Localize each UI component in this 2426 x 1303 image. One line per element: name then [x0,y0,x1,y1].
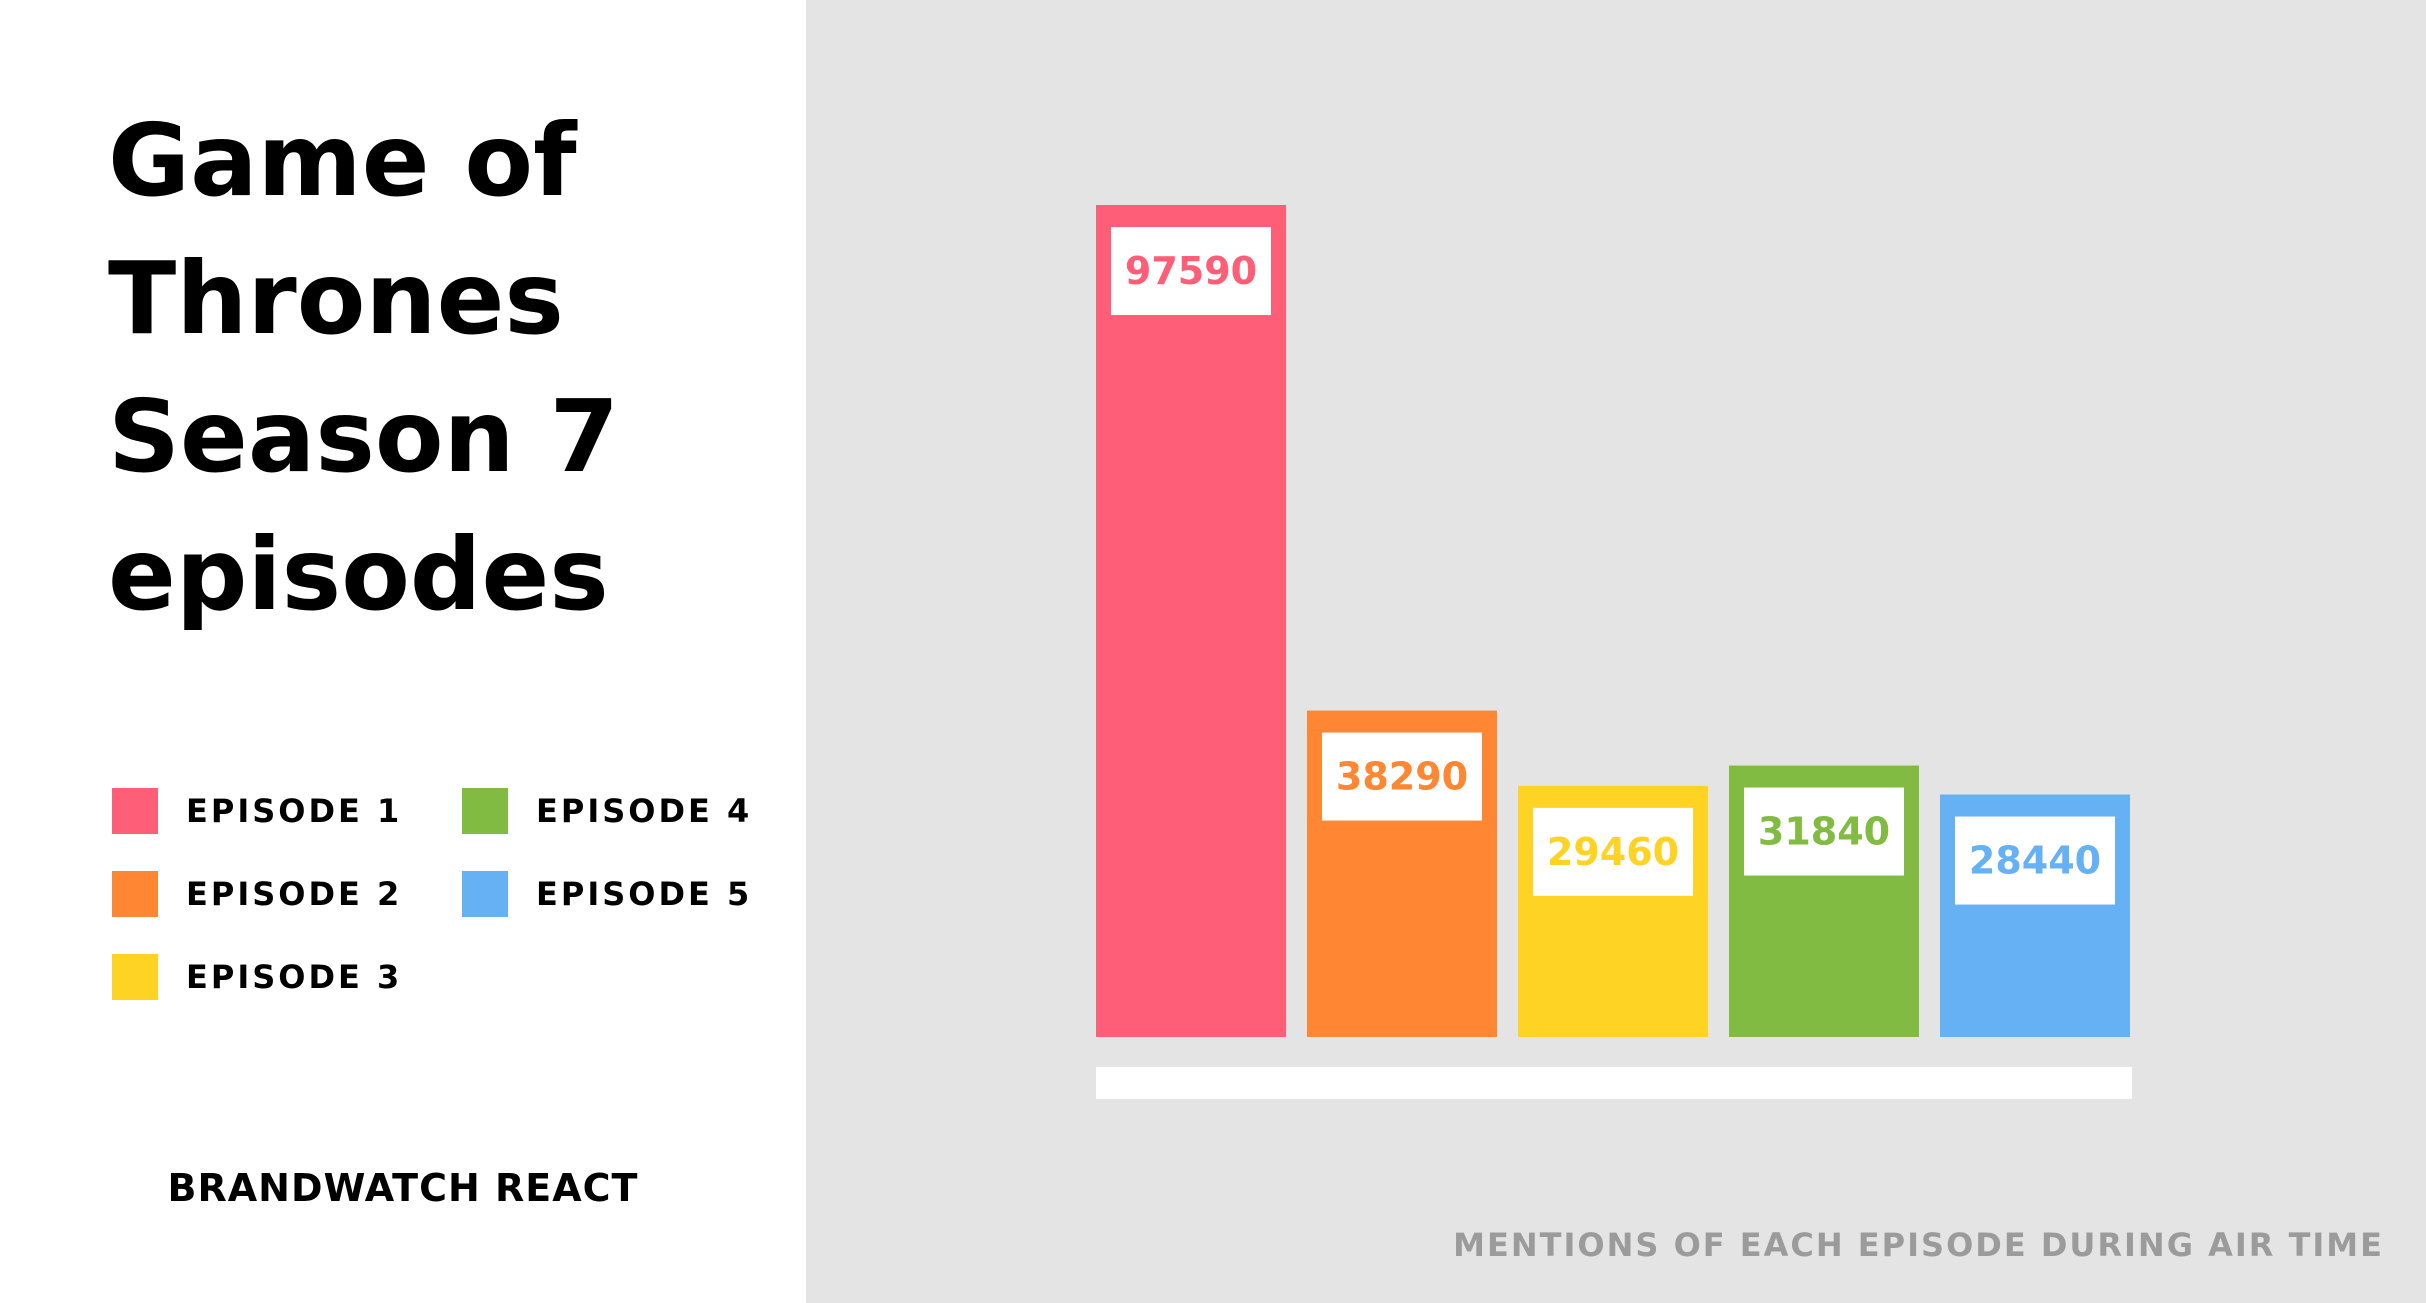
chart-caption: MENTIONS OF EACH EPISODE DURING AIR TIME [1453,1226,2384,1264]
chart-panel: 97590 38290 29460 31840 28440 MENTIONS OF EA… [806,0,2426,1303]
chart-title: Game of Thrones Season 7 episodes [108,102,620,633]
data-label-box-episode-3 [1533,807,1693,896]
bar-episode-1 [1096,205,1286,1037]
data-label-box-episode-4 [1744,787,1904,876]
legend-label-episode-3: EPISODE 3 [186,958,403,996]
legend-swatch-episode-5 [462,871,508,917]
data-label-box-episode-2 [1322,732,1482,821]
legend-swatch-episode-2 [112,871,158,917]
legend-item-episode-2: EPISODE 2 [112,871,402,917]
data-label-box-episode-1 [1111,227,1271,315]
legend-item-episode-5: EPISODE 5 [462,871,752,917]
data-label-episode-1: 97590 [1125,249,1257,293]
legend-label-episode-1: EPISODE 1 [186,792,403,830]
left-panel: Game of Thrones Season 7 episodes EPISOD… [0,0,806,1303]
legend-item-episode-1: EPISODE 1 [112,788,402,834]
data-label-episode-5: 28440 [1969,839,2101,883]
legend-swatch-episode-3 [112,954,158,1000]
legend-label-episode-2: EPISODE 2 [186,875,403,913]
legend-item-episode-3: EPISODE 3 [112,954,402,1000]
legend-swatch-episode-1 [112,788,158,834]
legend-label-episode-4: EPISODE 4 [536,792,753,830]
data-label-box-episode-5 [1955,816,2115,905]
data-label-episode-2: 38290 [1336,755,1468,799]
legend-item-episode-4: EPISODE 4 [462,788,752,834]
legend-label-episode-5: EPISODE 5 [536,875,753,913]
legend-swatch-episode-4 [462,788,508,834]
data-label-episode-4: 31840 [1758,810,1890,854]
data-label-episode-3: 29460 [1547,830,1679,874]
brand-label: BRANDWATCH REACT [167,1166,639,1210]
baseline-bar [1096,1067,2132,1099]
bar-chart: 97590 38290 29460 31840 28440 [1096,205,2132,1099]
